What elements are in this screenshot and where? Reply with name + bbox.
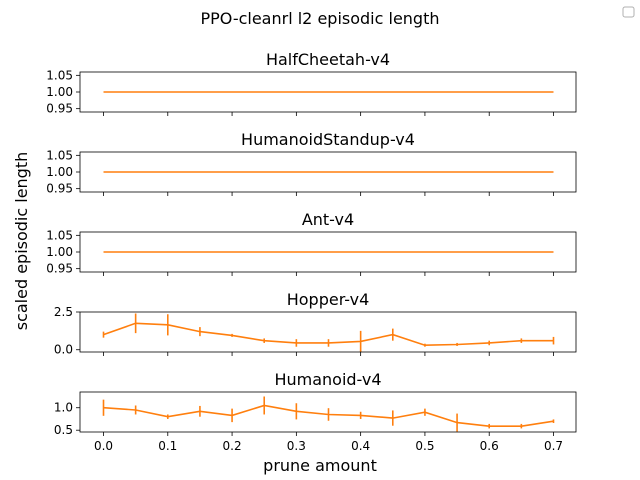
subplot-title: HumanoidStandup-v4 bbox=[241, 130, 415, 149]
y-tick-label: 2.5 bbox=[54, 305, 73, 319]
y-tick-label: 0.95 bbox=[46, 182, 73, 196]
axes-frame bbox=[79, 71, 577, 113]
legend-box bbox=[622, 6, 635, 18]
x-tick-label: 0.6 bbox=[480, 439, 499, 453]
y-tick-label: 0.95 bbox=[46, 262, 73, 276]
y-tick-label: 0.5 bbox=[54, 423, 73, 437]
y-tick-label: 1.00 bbox=[46, 85, 73, 99]
subplot-title: Hopper-v4 bbox=[287, 290, 370, 309]
subplot-2: Ant-v4 0.95 1.00 1.05 bbox=[46, 210, 577, 276]
y-tick-label: 1.0 bbox=[54, 401, 73, 415]
subplot-title: HalfCheetah-v4 bbox=[266, 50, 390, 69]
x-tick-label: 0.5 bbox=[415, 439, 434, 453]
y-tick-label: 1.00 bbox=[46, 165, 73, 179]
axes-frame bbox=[79, 311, 577, 353]
subplot-1: HumanoidStandup-v4 0.95 1.00 1.05 bbox=[46, 130, 577, 196]
subplot-title: Ant-v4 bbox=[302, 210, 354, 229]
subplot-0: HalfCheetah-v4 0.95 1.00 1.05 bbox=[46, 50, 577, 116]
x-axis-label: prune amount bbox=[263, 456, 377, 475]
y-tick-label: 1.05 bbox=[46, 148, 73, 162]
subplot-title: Humanoid-v4 bbox=[274, 370, 381, 389]
y-tick-label: 1.05 bbox=[46, 68, 73, 82]
subplot-3: Hopper-v4 0.0 2.5 bbox=[54, 290, 577, 357]
y-tick-label: 1.05 bbox=[46, 228, 73, 242]
x-tick-label: 0.0 bbox=[94, 439, 113, 453]
axes-frame bbox=[79, 231, 577, 273]
x-tick-label: 0.1 bbox=[158, 439, 177, 453]
x-tick-label: 0.7 bbox=[544, 439, 563, 453]
axes-frame bbox=[79, 151, 577, 193]
subplot-4: Humanoid-v4 0.5 1.0 0.0 0.1 0.2 0.3 0.4 0.5 0.6 0.… bbox=[54, 370, 577, 453]
axes-frame bbox=[79, 391, 577, 433]
y-tick-label: 0.95 bbox=[46, 102, 73, 116]
subplot-panels: HalfCheetah-v40.951.001.05HumanoidStandu… bbox=[46, 50, 577, 453]
y-tick-label: 0.0 bbox=[54, 343, 73, 357]
y-axis-label: scaled episodic length bbox=[12, 152, 31, 331]
figure-suptitle: PPO-cleanrl l2 episodic length bbox=[200, 9, 439, 28]
x-tick-label: 0.3 bbox=[287, 439, 306, 453]
y-tick-label: 1.00 bbox=[46, 245, 73, 259]
x-tick-label: 0.4 bbox=[351, 439, 370, 453]
x-tick-label: 0.2 bbox=[223, 439, 242, 453]
